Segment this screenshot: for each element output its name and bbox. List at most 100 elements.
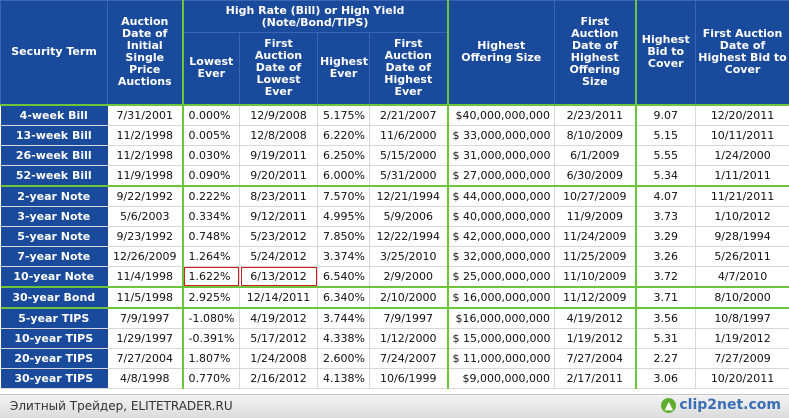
cell-offer: $ 16,000,000,000 <box>448 287 555 308</box>
header-security-term: Security Term <box>1 1 108 105</box>
cell-low: 2.925% <box>183 287 240 308</box>
cell-initial: 11/9/1998 <box>108 165 183 186</box>
cell-high: 5.175% <box>318 105 370 126</box>
header-high-rate-group: High Rate (Bill) or High Yield (Note/Bon… <box>183 1 448 33</box>
logo-text: clip2net.com <box>679 397 781 413</box>
cell-low: 0.030% <box>183 145 240 165</box>
cell-term: 30-year TIPS <box>1 368 108 388</box>
cell-high-date: 5/9/2006 <box>370 206 448 226</box>
cell-term: 3-year Note <box>1 206 108 226</box>
cell-low-date: 9/20/2011 <box>240 165 318 186</box>
cell-initial: 9/22/1992 <box>108 186 183 207</box>
cell-offer: $40,000,000,000 <box>448 105 555 126</box>
cell-btc-date: 5/26/2011 <box>696 246 789 266</box>
cell-offer-date: 6/1/2009 <box>555 145 636 165</box>
cell-initial: 11/2/1998 <box>108 125 183 145</box>
cell-high-date: 5/31/2000 <box>370 165 448 186</box>
cell-btc: 3.56 <box>636 308 696 329</box>
cell-offer: $ 31,000,000,000 <box>448 145 555 165</box>
header-highest-bid-to-cover: Highest Bid to Cover <box>636 1 696 105</box>
cell-btc: 5.15 <box>636 125 696 145</box>
cell-offer: $ 15,000,000,000 <box>448 328 555 348</box>
cell-offer-date: 11/24/2009 <box>555 226 636 246</box>
cell-high: 7.850% <box>318 226 370 246</box>
cell-btc: 3.71 <box>636 287 696 308</box>
cell-offer: $ 25,000,000,000 <box>448 266 555 287</box>
cell-btc: 5.55 <box>636 145 696 165</box>
cell-low: 0.005% <box>183 125 240 145</box>
cell-offer: $ 40,000,000,000 <box>448 206 555 226</box>
arrow-up-icon: ▲ <box>661 398 676 413</box>
cell-low: 0.222% <box>183 186 240 207</box>
cell-initial: 7/9/1997 <box>108 308 183 329</box>
cell-low: 0.334% <box>183 206 240 226</box>
cell-offer-date: 11/9/2009 <box>555 206 636 226</box>
cell-low-date: 6/13/2012 <box>240 266 318 287</box>
cell-high: 6.000% <box>318 165 370 186</box>
header-highest-ever: Highest Ever <box>318 33 370 105</box>
treasury-auction-table: Security Term Auction Date of Initial Si… <box>0 0 789 389</box>
cell-term: 52-week Bill <box>1 165 108 186</box>
cell-term: 30-year Bond <box>1 287 108 308</box>
header-highest-offering-size: Highest Offering Size <box>448 1 555 105</box>
header-first-date-highest-offering: First Auction Date of Highest Offering S… <box>555 1 636 105</box>
cell-high: 3.744% <box>318 308 370 329</box>
cell-low-date: 1/24/2008 <box>240 348 318 368</box>
cell-btc-date: 8/10/2000 <box>696 287 789 308</box>
cell-low-date: 9/12/2011 <box>240 206 318 226</box>
cell-btc: 3.72 <box>636 266 696 287</box>
cell-high-date: 11/6/2000 <box>370 125 448 145</box>
cell-initial: 9/23/1992 <box>108 226 183 246</box>
cell-low: -1.080% <box>183 308 240 329</box>
cell-initial: 12/26/2009 <box>108 246 183 266</box>
cell-btc-date: 10/20/2011 <box>696 368 789 388</box>
cell-low: 0.748% <box>183 226 240 246</box>
header-first-date-highest-btc: First Auction Date of Highest Bid to Cov… <box>696 1 789 105</box>
cell-high: 6.340% <box>318 287 370 308</box>
cell-btc: 5.34 <box>636 165 696 186</box>
cell-low-date: 12/8/2008 <box>240 125 318 145</box>
cell-term: 10-year TIPS <box>1 328 108 348</box>
cell-initial: 1/29/1997 <box>108 328 183 348</box>
cell-offer: $16,000,000,000 <box>448 308 555 329</box>
cell-low: 1.807% <box>183 348 240 368</box>
cell-high-date: 7/24/2007 <box>370 348 448 368</box>
cell-high: 4.138% <box>318 368 370 388</box>
cell-btc-date: 10/11/2011 <box>696 125 789 145</box>
cell-initial: 4/8/1998 <box>108 368 183 388</box>
cell-initial: 5/6/2003 <box>108 206 183 226</box>
cell-low-date: 5/24/2012 <box>240 246 318 266</box>
cell-high-date: 12/21/1994 <box>370 186 448 207</box>
cell-btc: 3.26 <box>636 246 696 266</box>
cell-low-date: 8/23/2011 <box>240 186 318 207</box>
cell-low: -0.391% <box>183 328 240 348</box>
cell-btc-date: 4/7/2010 <box>696 266 789 287</box>
cell-initial: 11/4/1998 <box>108 266 183 287</box>
cell-low-date: 2/16/2012 <box>240 368 318 388</box>
cell-btc-date: 7/27/2009 <box>696 348 789 368</box>
cell-offer-date: 6/30/2009 <box>555 165 636 186</box>
cell-term: 13-week Bill <box>1 125 108 145</box>
cell-offer-date: 2/17/2011 <box>555 368 636 388</box>
cell-low-date: 4/19/2012 <box>240 308 318 329</box>
cell-offer: $ 33,000,000,000 <box>448 125 555 145</box>
source-credit: Элитный Трейдер, ELITETRADER.RU <box>10 399 233 413</box>
cell-btc-date: 10/8/1997 <box>696 308 789 329</box>
cell-low: 1.622% <box>183 266 240 287</box>
cell-term: 26-week Bill <box>1 145 108 165</box>
cell-high-date: 5/15/2000 <box>370 145 448 165</box>
cell-low: 1.264% <box>183 246 240 266</box>
cell-offer: $ 27,000,000,000 <box>448 165 555 186</box>
cell-btc: 9.07 <box>636 105 696 126</box>
cell-low-date: 5/17/2012 <box>240 328 318 348</box>
cell-btc-date: 9/28/1994 <box>696 226 789 246</box>
cell-high: 2.600% <box>318 348 370 368</box>
